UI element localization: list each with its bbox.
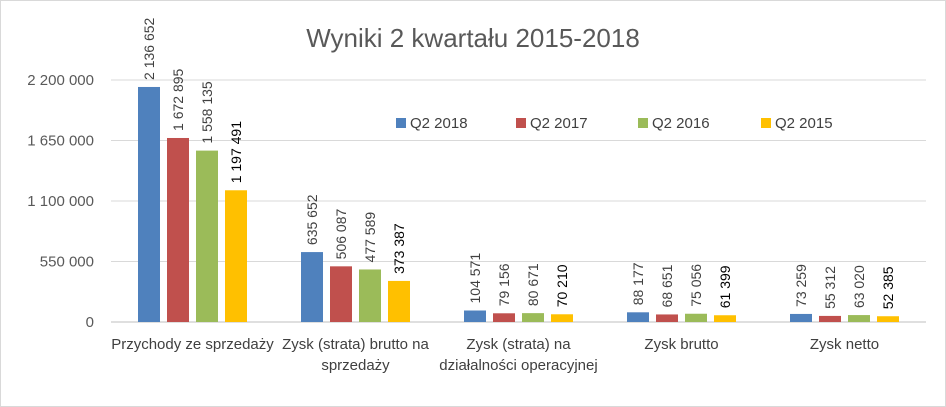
legend-swatch (516, 118, 526, 128)
y-tick-label: 550 000 (40, 254, 94, 271)
data-label: 373 387 (391, 223, 407, 274)
bar (138, 86, 160, 322)
legend-label: Q2 2017 (530, 115, 588, 132)
bar (359, 269, 381, 322)
bar (196, 150, 218, 322)
x-category-label: Zysk (strata) brutto na (282, 336, 429, 353)
y-axis-ticks: 0 550 000 1 100 000 1 650 000 2 200 000 (27, 72, 94, 331)
x-category-label: sprzedaży (321, 357, 390, 374)
bar (225, 190, 247, 322)
legend-label: Q2 2016 (652, 115, 710, 132)
data-label: 1 558 135 (199, 81, 215, 143)
data-label: 55 312 (822, 266, 838, 309)
data-label: 73 259 (793, 264, 809, 307)
bar (388, 280, 410, 322)
data-label: 477 589 (362, 212, 378, 263)
data-label: 63 020 (851, 265, 867, 308)
bar (848, 315, 870, 322)
legend-swatch (761, 118, 771, 128)
legend-label: Q2 2018 (410, 115, 468, 132)
data-labels: 2 136 652 1 672 895 1 558 135 1 197 491 635 … (141, 17, 896, 309)
data-label: 68 651 (659, 264, 675, 307)
legend-swatch (396, 118, 406, 128)
data-label: 75 056 (688, 264, 704, 307)
data-label: 70 210 (554, 264, 570, 307)
data-label: 1 672 895 (170, 68, 186, 130)
bar (877, 316, 899, 322)
data-label: 2 136 652 (141, 17, 157, 79)
y-tick-label: 0 (86, 314, 94, 331)
y-tick-label: 1 100 000 (27, 193, 94, 210)
bar (685, 313, 707, 322)
bar (790, 313, 812, 322)
bar (330, 266, 352, 322)
x-category-label: działalności operacyjnej (439, 357, 597, 374)
data-label: 104 571 (467, 253, 483, 304)
bar (464, 310, 486, 322)
x-category-label: Przychody ze sprzedaży (111, 336, 274, 353)
bar (819, 315, 841, 322)
data-label: 61 399 (717, 265, 733, 308)
data-label: 635 652 (304, 194, 320, 245)
x-axis-categories: Przychody ze sprzedaży Zysk (strata) brut… (111, 336, 879, 374)
bar (493, 313, 515, 322)
bar (522, 313, 544, 322)
legend-label: Q2 2015 (775, 115, 833, 132)
bar (656, 314, 678, 322)
bar (714, 315, 736, 322)
data-label: 88 177 (630, 262, 646, 305)
bars (138, 86, 899, 322)
data-label: 1 197 491 (228, 121, 244, 183)
data-label: 79 156 (496, 263, 512, 306)
chart-title: Wyniki 2 kwartału 2015-2018 (306, 23, 640, 53)
data-label: 506 087 (333, 209, 349, 260)
bar (301, 252, 323, 322)
x-category-label: Zysk netto (810, 336, 879, 353)
data-label: 52 385 (880, 266, 896, 309)
x-category-label: Zysk brutto (644, 336, 718, 353)
x-category-label: Zysk (strata) na (466, 336, 571, 353)
data-label: 80 671 (525, 263, 541, 306)
y-tick-label: 1 650 000 (27, 133, 94, 150)
bar (167, 137, 189, 322)
y-tick-label: 2 200 000 (27, 72, 94, 89)
bar (551, 314, 573, 322)
bar (627, 312, 649, 322)
legend-swatch (638, 118, 648, 128)
legend: Q2 2018 Q2 2017 Q2 2016 Q2 2015 (396, 115, 833, 132)
